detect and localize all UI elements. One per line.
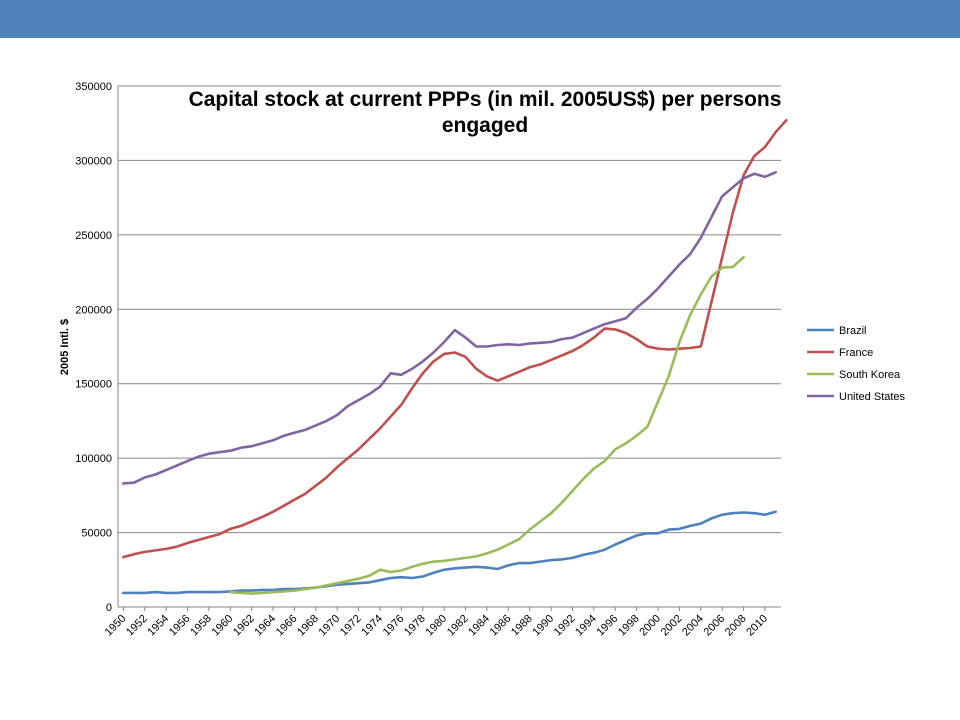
x-tick-label: 1978 — [402, 613, 428, 639]
chart-title-line-1: Capital stock at current PPPs (in mil. 2… — [189, 88, 782, 111]
y-tick-label: 250000 — [75, 230, 112, 242]
legend-label: South Korea — [839, 369, 901, 381]
x-tick-label: 1990 — [530, 613, 556, 639]
x-tick-label: 1996 — [595, 613, 621, 639]
x-tick-label: 1962 — [231, 613, 257, 639]
gridlines — [118, 85, 781, 534]
series-line-france — [122, 118, 788, 559]
x-tick-label: 2002 — [659, 613, 685, 639]
chart-title-line-2: engaged — [442, 114, 528, 137]
x-tick-label: 1966 — [274, 613, 300, 639]
legend-label: Brazil — [839, 325, 867, 337]
x-tick-label: 1984 — [466, 613, 492, 639]
legend-label: United States — [839, 391, 906, 403]
series-line-south-korea — [229, 255, 745, 595]
x-tick-label: 2000 — [637, 613, 663, 639]
x-tick-label: 1950 — [103, 613, 129, 639]
x-tick-label: 1970 — [317, 613, 343, 639]
y-tick-label: 150000 — [75, 379, 112, 391]
x-tick-label: 1968 — [295, 613, 321, 639]
y-axis-label: 2005 Intl. $ — [59, 319, 71, 375]
y-tick-label: 100000 — [75, 453, 112, 465]
y-tick-label: 300000 — [75, 155, 112, 167]
x-tick-label: 1964 — [252, 613, 278, 639]
legend-label: France — [839, 347, 873, 359]
x-tick-label: 1992 — [552, 613, 578, 639]
slide-header-band — [0, 0, 960, 38]
x-tick-label: 1952 — [124, 613, 150, 639]
y-tick-label: 350000 — [75, 81, 112, 93]
x-tick-label: 1998 — [616, 613, 642, 639]
y-tick-label: 200000 — [75, 304, 112, 316]
y-tick-label: 50000 — [81, 528, 112, 540]
x-tick-label: 2008 — [723, 613, 749, 639]
series-lines — [122, 118, 788, 595]
x-tick-label: 1954 — [145, 613, 171, 639]
x-tick-label: 1960 — [210, 613, 236, 639]
x-tick-label: 1982 — [445, 613, 471, 639]
x-tick-label: 1976 — [381, 613, 407, 639]
x-tick-label: 2006 — [702, 613, 728, 639]
x-tick-label: 1994 — [573, 613, 599, 639]
x-tick-label: 1972 — [338, 613, 364, 639]
x-tick-label: 2004 — [680, 613, 706, 639]
x-tick-label: 1988 — [509, 613, 535, 639]
series-line-brazil — [122, 510, 778, 595]
x-tick-label: 2010 — [744, 613, 770, 639]
series-line-united-states — [122, 171, 778, 485]
x-tick-label: 1986 — [488, 613, 514, 639]
chart-title: Capital stock at current PPPs (in mil. 2… — [189, 88, 782, 137]
x-tick-label: 1980 — [423, 613, 449, 639]
x-tick-label: 1974 — [359, 613, 385, 639]
x-tick-label: 1958 — [188, 613, 214, 639]
x-tick-label: 1956 — [167, 613, 193, 639]
legend: Brazil France South Korea United States — [807, 325, 906, 403]
y-tick-label: 0 — [106, 602, 112, 614]
